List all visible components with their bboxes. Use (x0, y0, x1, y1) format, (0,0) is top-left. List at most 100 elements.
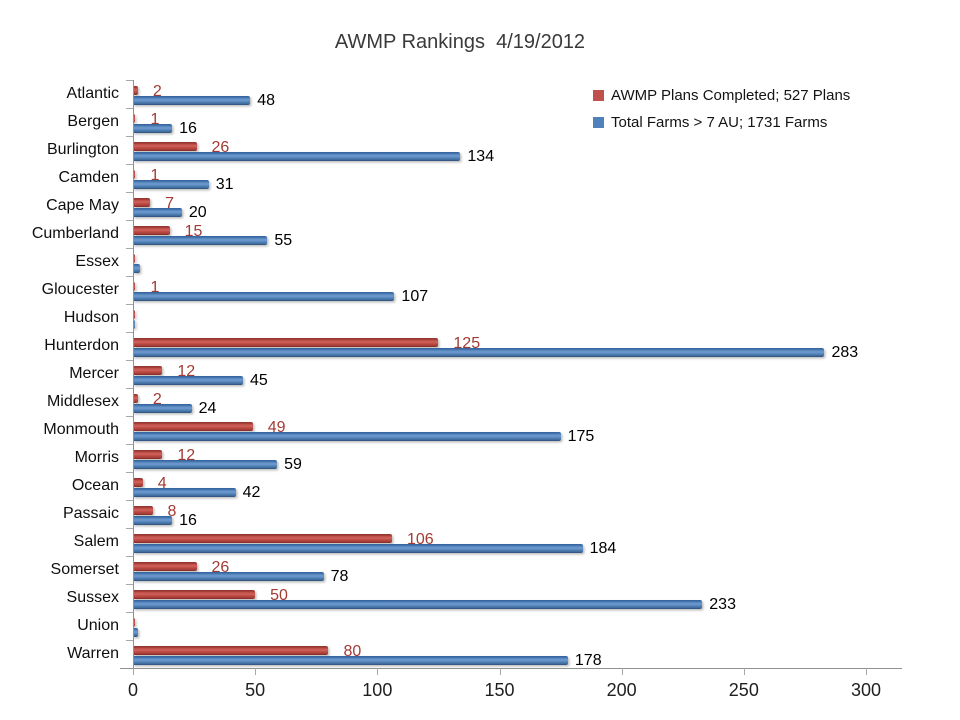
x-tick-label: 200 (606, 680, 637, 700)
y-axis-tick (126, 640, 133, 641)
value-label-total-farms: 175 (567, 428, 595, 445)
legend-label: Total Farms > 7 AU; 1731 Farms (611, 114, 828, 131)
value-label-total-farms: 55 (274, 232, 293, 249)
bar-plans-completed (133, 590, 256, 599)
bar-plans-completed (133, 618, 136, 627)
category-row (0, 304, 960, 332)
bar-plans-completed (133, 394, 138, 403)
value-label-plans-completed: 26 (211, 558, 230, 576)
value-label-plans-completed: 106 (406, 530, 434, 548)
bar-total-farms (133, 292, 395, 301)
category-label: Gloucester (41, 281, 119, 298)
bar-total-farms (133, 460, 278, 469)
x-tick-label: 100 (362, 680, 393, 700)
value-label-total-farms: 184 (589, 540, 617, 557)
bar-plans-completed (133, 366, 163, 375)
category-label: Ocean (71, 477, 119, 494)
y-axis-tick (126, 164, 133, 165)
y-axis-tick (126, 276, 133, 277)
category-label: Hunterdon (44, 337, 119, 354)
value-label-total-farms: 16 (179, 512, 197, 529)
value-label-total-farms: 233 (709, 596, 736, 613)
bar-total-farms (133, 432, 561, 441)
x-tick-label: 150 (484, 680, 515, 700)
y-axis-tick (126, 528, 133, 529)
y-axis-tick (126, 80, 133, 81)
value-label-total-farms: 48 (257, 92, 276, 109)
category-label: Middlesex (46, 393, 119, 410)
value-label-plans-completed: 8 (167, 502, 177, 520)
legend-label: AWMP Plans Completed; 527 Plans (611, 87, 851, 104)
y-axis-tick (126, 556, 133, 557)
value-label-plans-completed: 49 (267, 418, 286, 436)
bar-plans-completed (133, 338, 439, 347)
category-label: Morris (74, 449, 119, 466)
x-axis-tick (866, 668, 867, 675)
bar-total-farms (133, 180, 209, 189)
bar-total-farms (133, 348, 825, 357)
category-label: Passaic (62, 505, 119, 522)
bar-plans-completed (133, 562, 197, 571)
value-label-plans-completed: 1 (150, 278, 160, 296)
bar-plans-completed (133, 282, 136, 291)
category-label: Burlington (46, 141, 119, 158)
x-axis-tick (621, 668, 623, 675)
bar-total-farms (133, 320, 136, 329)
bar-total-farms (133, 152, 461, 161)
bar-plans-completed (133, 86, 138, 95)
value-label-total-farms: 134 (467, 148, 495, 165)
value-label-total-farms: 78 (330, 568, 349, 585)
x-axis-line (120, 668, 902, 669)
legend-swatch-blue (593, 117, 604, 128)
bar-plans-completed (133, 478, 143, 487)
y-axis-tick (126, 472, 133, 473)
bar-plans-completed (133, 422, 253, 431)
bar-total-farms (133, 124, 173, 133)
value-label-total-farms: 20 (188, 204, 207, 221)
category-label: Essex (75, 253, 119, 270)
bar-plans-completed (133, 534, 392, 543)
bar-total-farms (133, 376, 243, 385)
y-axis-tick (126, 332, 133, 333)
y-axis-tick (126, 584, 133, 585)
bar-total-farms (133, 572, 324, 581)
value-label-plans-completed: 12 (177, 362, 196, 380)
value-label-plans-completed: 125 (453, 334, 481, 352)
y-axis-tick (126, 248, 133, 249)
legend-item-total-farms: Total Farms > 7 AU; 1731 Farms (593, 109, 850, 136)
value-label-plans-completed: 4 (157, 474, 167, 492)
category-row (0, 612, 960, 640)
bar-total-farms (133, 656, 568, 665)
bar-total-farms (133, 516, 173, 525)
value-label-total-farms: 283 (831, 344, 859, 361)
category-label: Bergen (67, 113, 119, 130)
x-tick-label: 300 (850, 680, 882, 700)
y-axis-tick (126, 136, 133, 137)
x-axis-tick (499, 668, 501, 675)
category-label: Warren (67, 645, 119, 662)
y-axis-tick (126, 220, 133, 221)
legend-item-plans-completed: AWMP Plans Completed; 527 Plans (593, 82, 850, 109)
category-label: Sussex (66, 589, 119, 606)
value-label-total-farms: 59 (284, 456, 302, 473)
value-label-total-farms: 16 (179, 120, 197, 137)
bar-total-farms (133, 404, 192, 413)
bar-total-farms (133, 208, 182, 217)
category-label: Camden (58, 169, 119, 186)
y-axis-tick (126, 192, 133, 193)
bar-total-farms (133, 600, 703, 609)
value-label-total-farms: 107 (401, 288, 429, 305)
bar-plans-completed (133, 198, 151, 207)
y-axis-tick (126, 444, 133, 445)
legend: AWMP Plans Completed; 527 Plans Total Fa… (593, 82, 850, 136)
bar-plans-completed (133, 506, 153, 515)
x-axis-tick (133, 668, 134, 675)
value-label-total-farms: 45 (249, 372, 268, 389)
category-row (0, 248, 960, 276)
x-axis-tick (377, 668, 379, 675)
y-axis-tick (126, 304, 133, 305)
value-label-total-farms: 31 (215, 176, 234, 193)
value-label-plans-completed: 2 (152, 82, 162, 100)
